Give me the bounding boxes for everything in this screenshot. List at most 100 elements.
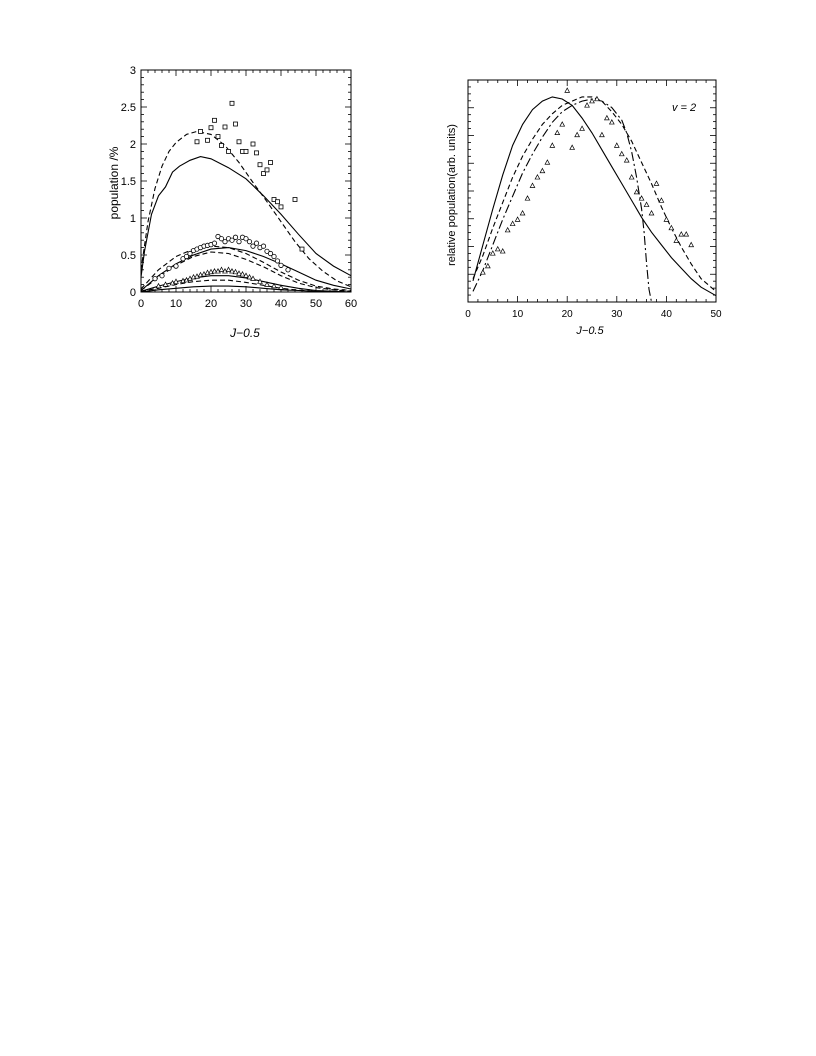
left-square-marker xyxy=(268,160,273,165)
left-square-marker xyxy=(264,167,270,173)
right-triangle-marker xyxy=(678,231,685,237)
right-triangle-marker xyxy=(519,209,526,216)
left-circle-marker xyxy=(236,239,242,245)
left-square-marker xyxy=(219,143,224,148)
left-x-ticks: 0 10 20 30 40 50 60 xyxy=(138,70,357,310)
right-triangle-marker xyxy=(683,231,690,237)
left-x-tick-label: 10 xyxy=(170,298,182,310)
left-x-tick-label: 30 xyxy=(240,298,252,310)
left-square-marker xyxy=(261,171,266,177)
right-triangle-marker xyxy=(603,114,610,121)
left-circle-marker xyxy=(253,240,260,246)
left-square-marker xyxy=(275,199,280,205)
right-triangle-marker xyxy=(479,269,486,275)
left-triangle-marker xyxy=(162,281,169,287)
left-curve-solid xyxy=(140,156,352,278)
right-triangle-marker xyxy=(504,226,511,233)
right-x-ticks: 0 10 20 30 40 50 xyxy=(465,80,722,320)
right-x-tick-label: 20 xyxy=(562,309,574,320)
right-triangle-marker xyxy=(688,241,695,248)
right-triangle-marker xyxy=(509,220,516,226)
right-triangle-marker xyxy=(623,157,630,163)
left-markers xyxy=(152,100,305,290)
right-triangle-marker xyxy=(539,167,546,174)
left-triangle-marker xyxy=(183,276,190,283)
left-circle-marker xyxy=(232,234,239,240)
right-triangle-marker xyxy=(529,182,536,188)
right-triangle-marker xyxy=(579,125,585,131)
right-triangle-marker xyxy=(569,144,576,150)
left-y-tick-label: 3 xyxy=(130,65,136,77)
left-triangle-marker xyxy=(239,270,246,277)
right-triangle-marker xyxy=(594,95,600,102)
right-triangle-marker xyxy=(494,245,501,252)
left-circle-marker xyxy=(285,267,291,273)
left-triangle-marker xyxy=(173,278,179,284)
left-triangle-marker xyxy=(194,273,200,279)
left-square-marker xyxy=(212,117,217,123)
left-curve-solid xyxy=(140,285,352,293)
right-triangle-marker xyxy=(668,224,675,231)
left-y-tick-label: 2.5 xyxy=(121,102,136,114)
right-annotation-v2: v = 2 xyxy=(672,102,696,114)
left-circle-marker xyxy=(274,258,281,264)
left-circle-marker xyxy=(229,237,235,243)
left-square-marker xyxy=(222,124,228,130)
right-triangle-marker xyxy=(663,216,670,222)
right-triangle-marker xyxy=(574,131,581,138)
right-triangle-marker xyxy=(653,180,660,186)
right-triangle-marker xyxy=(638,195,645,201)
left-triangle-marker xyxy=(155,282,162,289)
left-triangle-marker xyxy=(271,282,277,289)
left-square-marker xyxy=(229,100,235,106)
right-triangle-marker xyxy=(608,119,615,125)
left-curves xyxy=(140,130,352,293)
right-triangle-marker xyxy=(584,102,590,108)
right-x-tick-label: 0 xyxy=(465,309,471,320)
left-triangle-marker xyxy=(201,270,207,277)
left-square-marker xyxy=(243,148,249,154)
left-square-marker xyxy=(226,148,231,154)
right-triangle-marker xyxy=(673,237,680,243)
left-triangle-marker xyxy=(218,266,225,272)
left-chart: 0 10 20 30 40 50 60 0 0.5 1 1.5 2 2.5 3 J−0.5 popula… xyxy=(107,65,357,340)
left-triangle-marker xyxy=(257,278,263,284)
right-triangle-marker xyxy=(564,87,571,93)
left-triangle-marker xyxy=(232,268,239,275)
left-square-marker xyxy=(250,141,256,147)
left-triangle-marker xyxy=(187,275,193,281)
right-triangle-marker xyxy=(549,142,556,148)
right-y-ticks xyxy=(468,79,716,303)
left-square-marker xyxy=(233,121,238,127)
left-circle-marker xyxy=(260,243,267,249)
left-triangle-marker xyxy=(250,275,256,281)
right-x-tick-label: 30 xyxy=(611,309,623,320)
right-triangle-marker xyxy=(613,142,620,148)
left-triangle-marker xyxy=(246,273,253,280)
left-square-marker xyxy=(208,125,214,131)
right-triangle-marker xyxy=(554,129,561,136)
left-circle-marker xyxy=(211,240,218,246)
left-square-marker xyxy=(257,162,263,168)
left-square-marker xyxy=(292,197,298,202)
left-x-tick-label: 40 xyxy=(275,298,287,310)
left-triangle-marker xyxy=(229,268,235,274)
right-curve-dash-dot xyxy=(472,98,653,303)
right-curves xyxy=(472,96,717,303)
right-triangle-marker xyxy=(489,250,496,256)
left-circle-marker xyxy=(246,239,253,245)
right-triangle-marker xyxy=(643,201,650,207)
left-circle-marker xyxy=(243,236,249,242)
left-triangle-marker xyxy=(225,266,232,272)
left-circle-marker xyxy=(159,273,165,279)
left-y-tick-label: 1 xyxy=(130,213,136,225)
left-square-marker xyxy=(194,139,200,145)
right-x-tick-label: 40 xyxy=(661,309,673,320)
right-x-axis-label: J−0.5 xyxy=(575,325,604,337)
left-circle-marker xyxy=(187,250,193,257)
left-curve-dashed xyxy=(140,130,352,288)
right-triangle-marker xyxy=(484,262,491,269)
left-triangle-marker xyxy=(222,268,228,274)
left-circle-marker xyxy=(250,243,256,249)
left-circle-marker xyxy=(166,265,172,271)
